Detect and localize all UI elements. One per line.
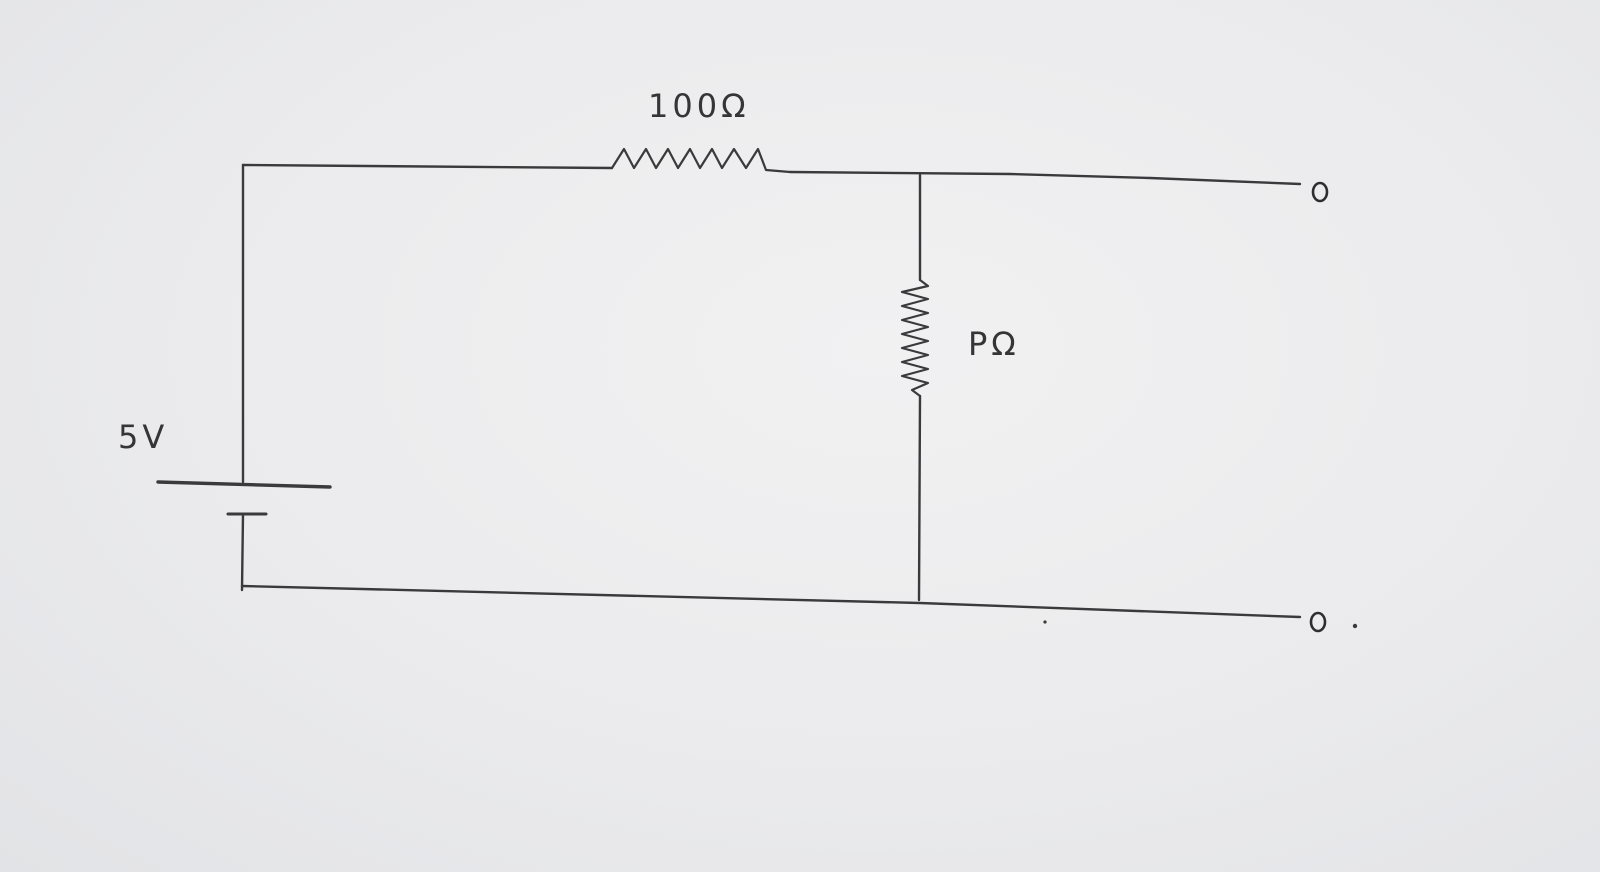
output-terminal-bottom xyxy=(1309,611,1327,633)
bottom-wire xyxy=(240,584,1302,619)
battery-long-plate xyxy=(156,480,332,489)
shunt-wire-bottom xyxy=(917,394,922,602)
ink-dot xyxy=(1352,623,1358,629)
output-terminal-top xyxy=(1311,181,1329,203)
shunt-resistor-label: PΩ xyxy=(968,325,1020,363)
series-resistor xyxy=(610,147,792,174)
source-voltage-label: 5V xyxy=(118,418,168,456)
top-wire-right xyxy=(788,170,1302,186)
left-wire-lower xyxy=(240,512,245,592)
top-wire-left xyxy=(241,163,614,170)
shunt-resistor xyxy=(900,278,930,398)
ink-speck xyxy=(1043,620,1047,624)
series-resistor-label: 100Ω xyxy=(648,87,750,125)
